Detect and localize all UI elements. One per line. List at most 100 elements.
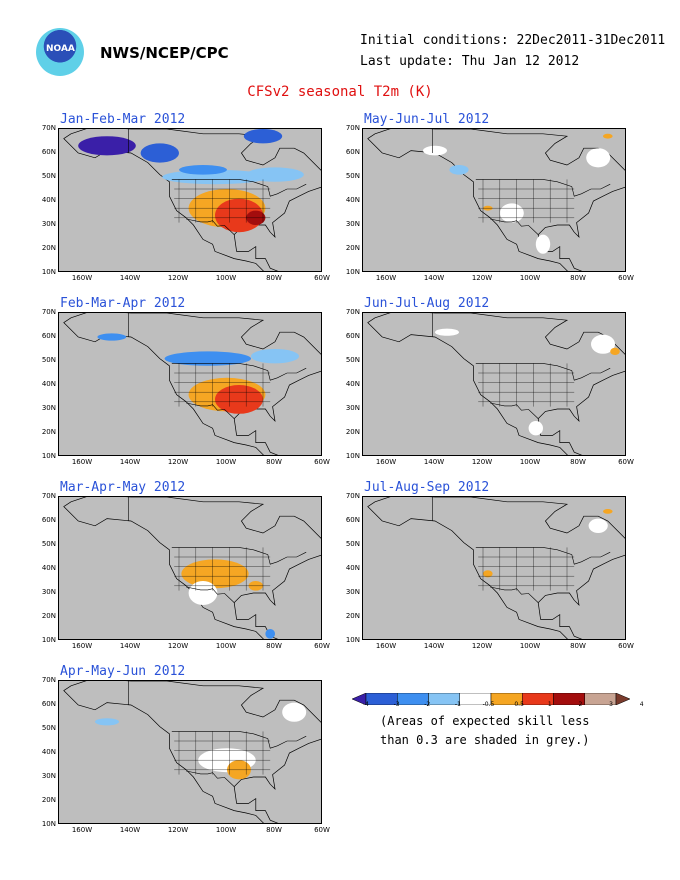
panel-title-jja: Jun-Jul-Aug 2012 [364, 296, 490, 311]
panel-title-mam: Mar-Apr-May 2012 [60, 480, 186, 495]
y-tick-label: 50N [41, 540, 56, 548]
y-tick-label: 40N [345, 196, 360, 204]
y-tick-label: 70N [345, 492, 360, 500]
colorbar-tick: 1 [547, 701, 552, 708]
x-tick-label: 80W [266, 458, 282, 466]
x-tick-label: 80W [266, 642, 282, 650]
x-tick-label: 160W [375, 458, 397, 466]
map-panel-mam [58, 496, 322, 640]
y-tick-label: 40N [345, 380, 360, 388]
y-tick-label: 20N [41, 612, 56, 620]
map-svg-amj [63, 681, 321, 823]
x-tick-label: 80W [266, 274, 282, 282]
x-tick-label: 160W [71, 458, 93, 466]
panel-title-fma: Feb-Mar-Apr 2012 [60, 296, 186, 311]
y-tick-label: 50N [345, 356, 360, 364]
colorbar-tick: -3 [393, 701, 400, 708]
x-tick-label: 100W [519, 458, 541, 466]
anomaly-area [282, 702, 307, 722]
border-line [171, 547, 307, 565]
y-tick-label: 60N [41, 148, 56, 156]
anomaly-area [591, 334, 615, 354]
colorbar-ticks: -4 -3 -2 -1 -0.5 0.5 1 2 3 4 [352, 701, 644, 711]
x-tick-label: 120W [167, 458, 189, 466]
anomaly-area [603, 133, 613, 139]
map-panel-jja [362, 312, 626, 456]
anomaly-area [449, 165, 469, 175]
x-tick-label: 160W [71, 826, 93, 834]
y-tick-label: 30N [41, 588, 56, 596]
y-tick-label: 30N [345, 404, 360, 412]
y-tick-label: 20N [41, 796, 56, 804]
x-tick-label: 140W [119, 826, 141, 834]
anomaly-area [528, 421, 543, 436]
y-tick-label: 30N [41, 220, 56, 228]
panel-title-jas: Jul-Aug-Sep 2012 [364, 480, 490, 495]
y-tick-label: 40N [41, 748, 56, 756]
border-line [475, 547, 611, 565]
x-tick-label: 100W [215, 458, 237, 466]
y-tick-label: 50N [41, 172, 56, 180]
x-tick-label: 60W [314, 274, 330, 282]
anomaly-area [164, 351, 251, 366]
y-tick-label: 60N [41, 700, 56, 708]
anomaly-area [78, 136, 136, 156]
x-tick-label: 80W [266, 826, 282, 834]
y-tick-label: 20N [41, 244, 56, 252]
x-tick-label: 120W [471, 274, 493, 282]
colorbar-tick: 3 [609, 701, 613, 708]
initial-conditions: Initial conditions: 22Dec2011-31Dec2011 [360, 33, 666, 48]
colorbar-tick: 2 [578, 701, 583, 708]
anomaly-area [499, 203, 524, 223]
anomaly-area [265, 629, 275, 639]
map-panel-jas [362, 496, 626, 640]
colorbar-tick: 4 [639, 701, 644, 708]
y-tick-label: 30N [345, 588, 360, 596]
anomaly-area [251, 349, 299, 364]
last-update: Last update: Thu Jan 12 2012 [360, 54, 580, 69]
border-line [171, 731, 307, 749]
map-svg-mam [63, 497, 321, 639]
anomaly-area [188, 581, 218, 605]
y-tick-label: 10N [345, 452, 360, 460]
x-tick-label: 60W [314, 826, 330, 834]
x-tick-label: 60W [618, 642, 634, 650]
anomaly-area [588, 518, 608, 533]
x-tick-label: 160W [375, 274, 397, 282]
x-tick-label: 160W [71, 274, 93, 282]
colorbar-tick: -0.5 [482, 701, 495, 708]
y-tick-label: 10N [41, 820, 56, 828]
x-tick-label: 160W [71, 642, 93, 650]
x-tick-label: 60W [314, 642, 330, 650]
y-tick-label: 70N [41, 308, 56, 316]
y-tick-label: 20N [345, 612, 360, 620]
x-tick-label: 100W [519, 274, 541, 282]
border-line [171, 363, 307, 381]
x-tick-label: 120W [471, 642, 493, 650]
colorbar-tick: -2 [424, 701, 431, 708]
x-tick-label: 100W [519, 642, 541, 650]
x-tick-label: 80W [570, 642, 586, 650]
map-svg-mjj [367, 129, 625, 271]
panel-title-amj: Apr-May-Jun 2012 [60, 664, 186, 679]
y-tick-label: 50N [345, 172, 360, 180]
anomaly-area [483, 570, 493, 578]
map-svg-jas [367, 497, 625, 639]
anomaly-area [140, 143, 179, 163]
anomaly-area [603, 509, 613, 514]
panel-title-jfm: Jan-Feb-Mar 2012 [60, 112, 186, 127]
y-tick-label: 10N [345, 636, 360, 644]
colorbar-tick: -1 [454, 701, 461, 708]
anomaly-area [179, 165, 227, 175]
x-tick-label: 100W [215, 642, 237, 650]
border-line [171, 179, 307, 197]
map-panel-jfm [58, 128, 322, 272]
x-tick-label: 160W [375, 642, 397, 650]
agency-label: NWS/NCEP/CPC [100, 44, 229, 62]
border-line [475, 179, 611, 197]
y-tick-label: 10N [41, 452, 56, 460]
landmass [367, 313, 625, 455]
y-tick-label: 50N [41, 724, 56, 732]
colorbar-tick: -4 [363, 701, 369, 708]
x-tick-label: 140W [119, 642, 141, 650]
